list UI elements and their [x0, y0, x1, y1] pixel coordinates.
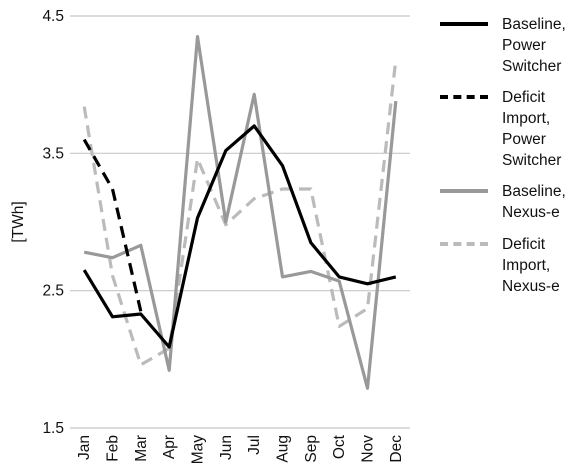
x-tick-label: Apr — [161, 435, 178, 459]
series-line-baseline-nexus-e — [83, 34, 398, 390]
x-tick-label: Jul — [246, 435, 263, 455]
x-tick-label: Sep — [303, 435, 320, 463]
legend-label-line: Nexus-e — [502, 204, 560, 221]
y-axis-ticks: 1.5 2.5 3.5 4.5 — [42, 8, 64, 437]
x-axis: Jan Feb Mar Apr May Jun Jul Aug Sep Oct Nov Dec — [76, 434, 405, 464]
x-tick-label: Dec — [388, 435, 405, 463]
legend-label-line: Baseline, — [502, 16, 566, 33]
series-lines — [82, 34, 398, 390]
legend-label: Deficit Import, Power Switcher — [502, 87, 572, 171]
x-tick-label: Aug — [275, 435, 292, 463]
x-tick-label: Jan — [76, 435, 93, 460]
legend-label-line: Switcher — [502, 58, 562, 75]
x-tick-label: Nov — [360, 435, 377, 463]
legend-swatch — [440, 22, 488, 26]
series-line-deficit-import-nexus-e — [82, 59, 398, 367]
y-tick-label: 1.5 — [42, 420, 64, 437]
gridlines — [70, 15, 410, 429]
legend-label-line: Switcher — [502, 152, 562, 169]
series-line-deficit-import-power-switcher — [82, 138, 143, 312]
legend-label-line: Deficit — [502, 89, 546, 106]
legend-label-line: Power — [502, 131, 546, 148]
y-tick-label: 2.5 — [42, 283, 64, 300]
legend-label-line: Baseline, — [502, 183, 566, 200]
legend-swatch — [440, 242, 488, 246]
legend-label-line: Import, — [502, 110, 551, 127]
legend-item-deficit-import-nexus-e: Deficit Import, Nexus-e — [440, 234, 572, 307]
legend-label-line: Import, — [502, 257, 551, 274]
legend-label-line: Deficit — [502, 236, 546, 253]
legend-label: Baseline, Nexus-e — [502, 181, 572, 223]
x-tick-label: Feb — [105, 435, 122, 462]
legend-label-line: Nexus-e — [502, 278, 560, 295]
y-axis-label: [TWh] — [10, 201, 27, 242]
line-chart: 1.5 2.5 3.5 4.5 [TWh] Jan Feb Mar Apr May Jun Jul… — [10, 8, 410, 464]
legend-swatch — [440, 189, 488, 193]
legend-item-baseline-power-switcher: Baseline, Power Switcher — [440, 14, 572, 87]
legend-swatch — [440, 95, 488, 99]
y-tick-label: 4.5 — [42, 8, 64, 25]
series-line-baseline-power-switcher — [82, 124, 397, 349]
x-tick-label: Oct — [331, 434, 348, 459]
legend-label-line: Power — [502, 37, 546, 54]
y-tick-label: 3.5 — [42, 145, 64, 162]
x-tick-label: Jun — [218, 435, 235, 460]
legend-label: Baseline, Power Switcher — [502, 14, 572, 77]
legend-label: Deficit Import, Nexus-e — [502, 234, 572, 297]
legend: Baseline, Power Switcher Deficit Import,… — [440, 14, 572, 307]
x-tick-label: May — [190, 435, 207, 465]
x-tick-label: Mar — [133, 435, 150, 462]
legend-item-deficit-import-power-switcher: Deficit Import, Power Switcher — [440, 87, 572, 181]
legend-item-baseline-nexus-e: Baseline, Nexus-e — [440, 181, 572, 234]
